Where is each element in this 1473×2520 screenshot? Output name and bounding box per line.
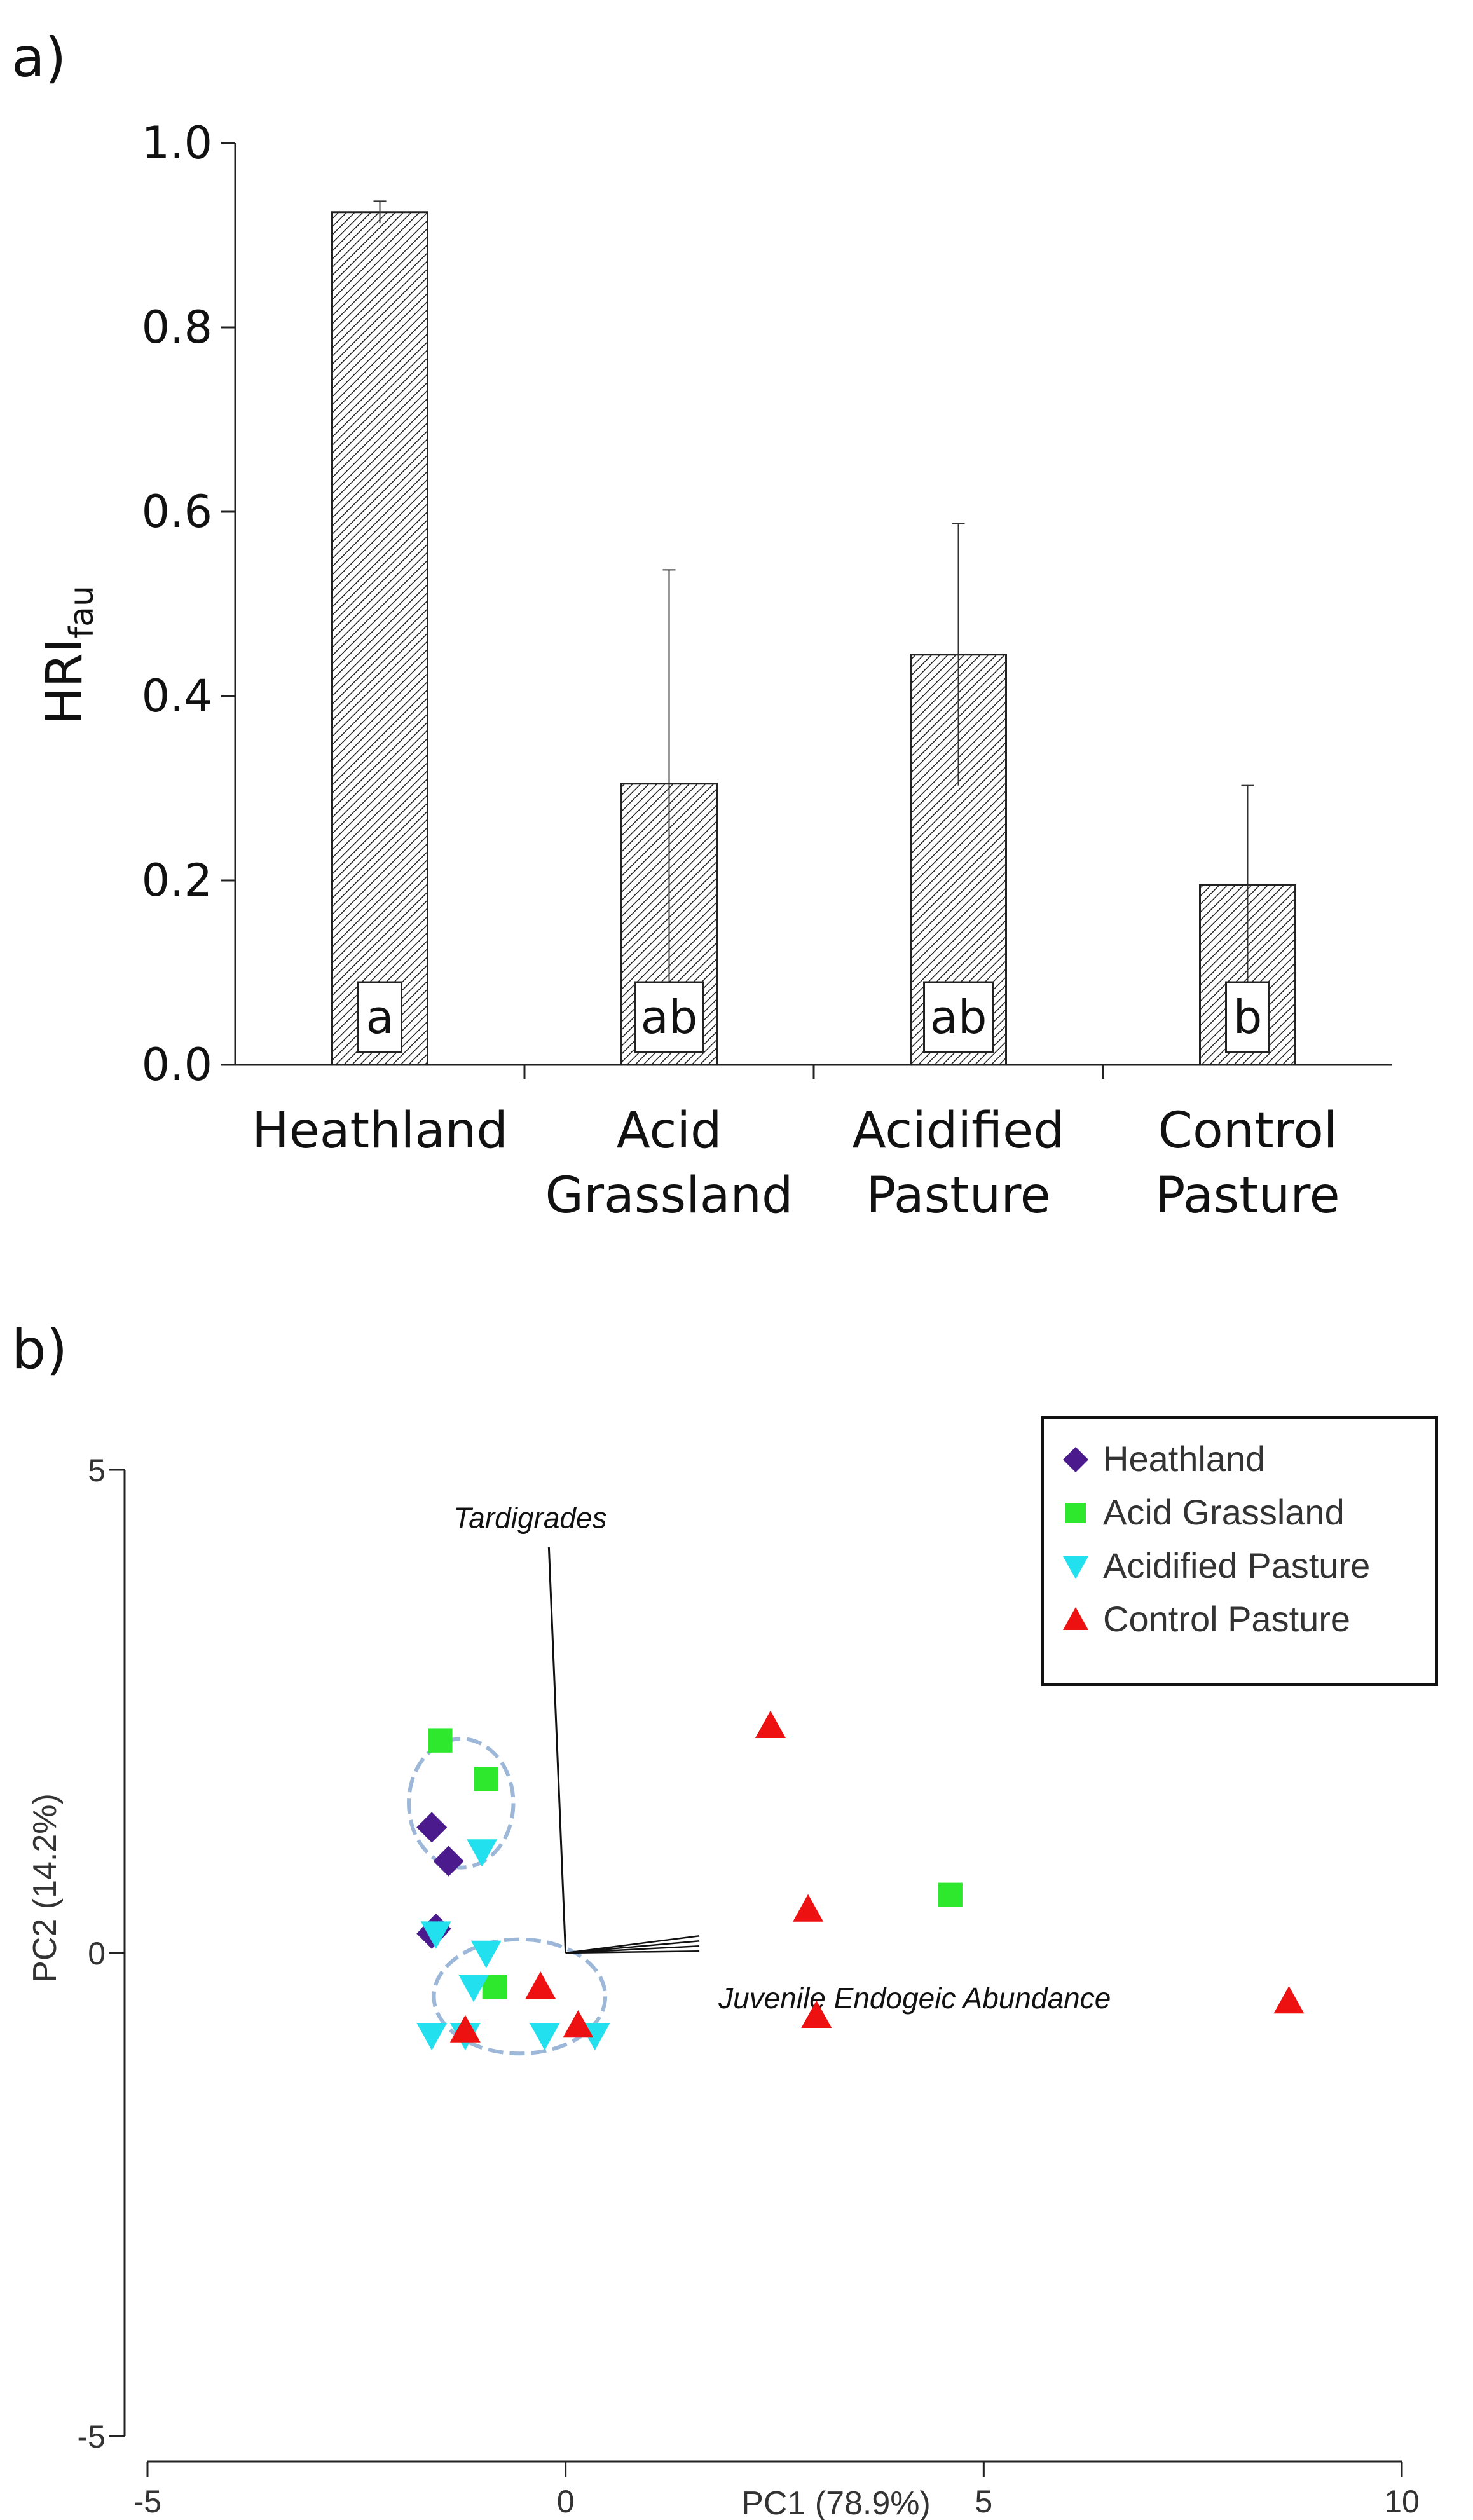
y-tick-label: 0.8 bbox=[142, 301, 212, 353]
x-axis-label: PC1 (78.9%) bbox=[741, 2485, 931, 2520]
category-label: Pasture bbox=[1155, 1167, 1339, 1224]
vector-juvenile-endogeic bbox=[565, 1950, 700, 1954]
legend-box bbox=[1041, 1416, 1438, 1686]
significance-letter: b bbox=[1233, 990, 1263, 1044]
acid-grassland-point bbox=[428, 1728, 453, 1753]
y-tick-label: 0.2 bbox=[142, 854, 212, 907]
acidified-pasture-point bbox=[470, 1940, 502, 1968]
acidified-pasture-point bbox=[467, 1839, 498, 1867]
category-label: Heathland bbox=[252, 1102, 508, 1160]
scatter-axes: -5 0 5 10 5 0 -5 bbox=[78, 1453, 1420, 2519]
category-label: Acidified bbox=[852, 1102, 1064, 1160]
significance-letter: ab bbox=[641, 990, 698, 1044]
significance-box bbox=[634, 981, 704, 1053]
pc2-tick-label: 0 bbox=[88, 1936, 106, 1971]
y-axis-label-main: HRI bbox=[36, 638, 93, 725]
vector-juvenile-endogeic bbox=[565, 1945, 700, 1954]
bar-chart-axes: 0.0 0.2 0.4 0.6 0.8 1.0 Heathland Acid Grassland… bbox=[142, 117, 1392, 1224]
acid-grassland-point bbox=[938, 1882, 963, 1907]
legend-marker bbox=[1063, 1607, 1088, 1630]
group-ellipse bbox=[432, 1937, 608, 2056]
pc2-tick-label: -5 bbox=[78, 2419, 106, 2455]
significance-box bbox=[923, 981, 994, 1053]
acidified-pasture-point bbox=[416, 2023, 448, 2051]
category-label: Acid bbox=[616, 1102, 722, 1160]
acid-grassland-point bbox=[474, 1767, 498, 1791]
vector-juvenile-endogeic bbox=[565, 1940, 700, 1954]
significance-box bbox=[1225, 981, 1270, 1053]
heathland-point bbox=[433, 1845, 464, 1877]
pc1-tick-label: 0 bbox=[557, 2484, 575, 2519]
y-axis-label-pc2: PC2 (14.2%) bbox=[27, 1793, 64, 1983]
acidified-pasture-point bbox=[420, 1921, 451, 1949]
vector-tardigrades bbox=[547, 1547, 567, 1954]
control-pasture-point bbox=[563, 2010, 594, 2038]
category-label: Pasture bbox=[866, 1167, 1050, 1224]
control-pasture-point bbox=[793, 1894, 824, 1922]
panel-a-label: a) bbox=[11, 26, 66, 90]
acidified-pasture-point bbox=[529, 2023, 560, 2051]
legend-marker bbox=[1063, 1447, 1088, 1472]
significance-box bbox=[357, 981, 402, 1053]
y-axis-label: HRIfau bbox=[36, 585, 101, 725]
scatter-marks: Tardigrades Juvenile Endogeic Abundance bbox=[407, 1502, 1305, 2056]
significance-letter: ab bbox=[930, 990, 987, 1044]
vector-label-tardigrades: Tardigrades bbox=[453, 1502, 606, 1535]
group-ellipse bbox=[407, 1737, 516, 1870]
acidified-pasture-point bbox=[458, 1975, 489, 2003]
y-axis-label-sub: fau bbox=[63, 585, 101, 638]
control-pasture-point bbox=[801, 2000, 832, 2028]
category-label: Grassland bbox=[545, 1167, 793, 1224]
pc1-tick-label: 5 bbox=[975, 2484, 992, 2519]
y-tick-label: 1.0 bbox=[142, 117, 212, 169]
y-tick-label: 0.0 bbox=[142, 1039, 212, 1091]
y-tick-label: 0.4 bbox=[142, 670, 212, 722]
control-pasture-point bbox=[755, 1710, 786, 1738]
legend-label: Acid Grassland bbox=[1103, 1492, 1345, 1532]
legend-label: Heathland bbox=[1103, 1439, 1265, 1479]
control-pasture-point bbox=[525, 1971, 556, 1999]
panel-b-label: b) bbox=[11, 1318, 67, 1381]
vector-label-juvenile-endogeic: Juvenile Endogeic Abundance bbox=[718, 1982, 1111, 2015]
heathland-point bbox=[416, 1812, 448, 1843]
category-label: Control bbox=[1158, 1102, 1338, 1160]
y-tick-label: 0.6 bbox=[142, 486, 212, 538]
pc1-tick-label: 10 bbox=[1384, 2484, 1420, 2519]
legend-marker bbox=[1065, 1503, 1086, 1523]
pc1-tick-label: -5 bbox=[134, 2484, 161, 2519]
vector-juvenile-endogeic bbox=[565, 1935, 700, 1954]
legend-marker bbox=[1063, 1556, 1088, 1579]
control-pasture-point bbox=[1273, 1986, 1305, 2014]
bar-chart-marks: a ab ab b bbox=[331, 200, 1296, 1066]
bar-1 bbox=[331, 211, 428, 1066]
legend-label: Acidified Pasture bbox=[1103, 1545, 1370, 1585]
significance-letter: a bbox=[366, 990, 394, 1044]
control-pasture-point bbox=[449, 2015, 481, 2043]
legend: Heathland Acid Grassland Acidified Pasture… bbox=[1041, 1416, 1438, 1686]
legend-label: Control Pasture bbox=[1103, 1599, 1350, 1639]
pc2-tick-label: 5 bbox=[88, 1453, 106, 1488]
